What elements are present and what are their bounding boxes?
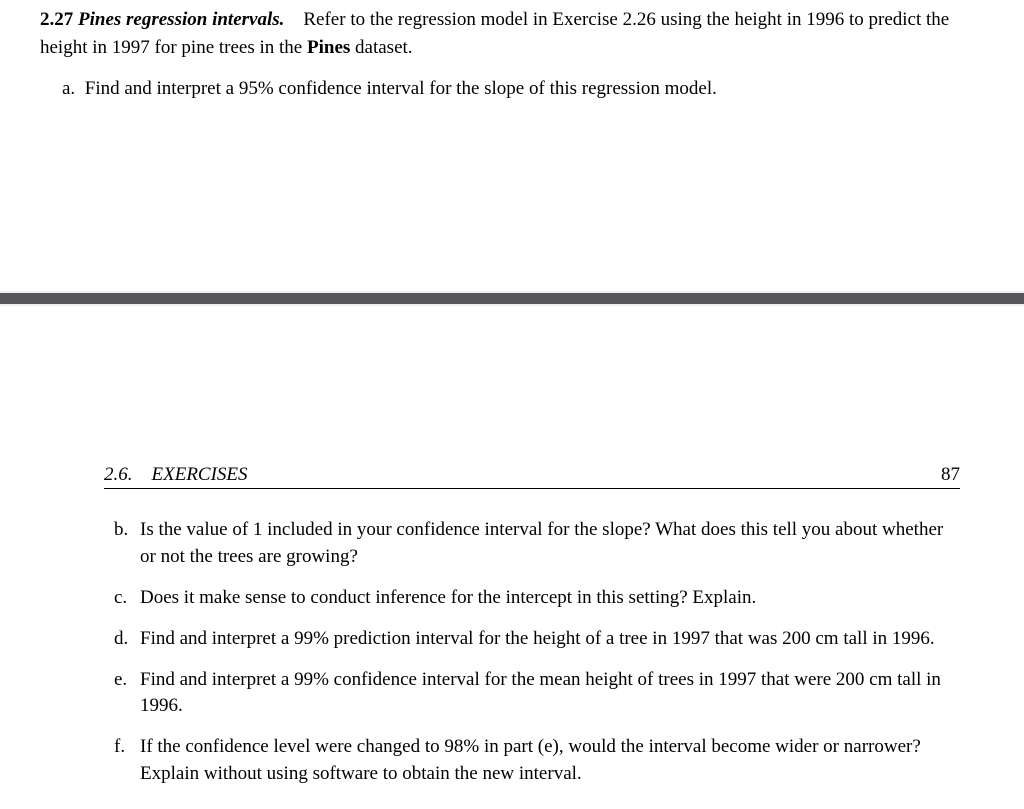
item-marker: b. xyxy=(114,517,140,571)
item-marker: d. xyxy=(114,626,140,653)
dataset-name: Pines xyxy=(307,37,350,58)
running-head: 2.6. EXERCISES 87 xyxy=(104,464,960,489)
exercise-heading: 2.27 Pines regression intervals. Refer t… xyxy=(40,6,984,61)
exercise-item: e.Find and interpret a 99% confidence in… xyxy=(104,667,960,721)
page-divider xyxy=(0,291,1024,306)
item-marker: f. xyxy=(114,734,140,788)
exercise-item: d.Find and interpret a 99% prediction in… xyxy=(104,626,960,653)
exercise-item: b.Is the value of 1 included in your con… xyxy=(104,517,960,571)
section-label: 2.6. EXERCISES xyxy=(104,464,248,486)
item-marker: a. xyxy=(62,75,80,103)
exercise-items: b.Is the value of 1 included in your con… xyxy=(104,517,960,789)
page-number: 87 xyxy=(941,464,960,486)
exercise-2-27-block: 2.27 Pines regression intervals. Refer t… xyxy=(0,0,1024,103)
item-text: If the confidence level were changed to … xyxy=(140,734,960,788)
item-marker: e. xyxy=(114,667,140,721)
item-text: Find and interpret a 99% prediction inte… xyxy=(140,626,960,653)
exercise-intro-2: dataset. xyxy=(350,37,412,58)
item-text: Is the value of 1 included in your confi… xyxy=(140,517,960,571)
exercise-title: Pines regression intervals. xyxy=(78,9,284,30)
item-text: Does it make sense to conduct inference … xyxy=(140,585,960,612)
page-87-block: 2.6. EXERCISES 87 b.Is the value of 1 in… xyxy=(0,306,1024,789)
item-marker: c. xyxy=(114,585,140,612)
item-text: Find and interpret a 99% confidence inte… xyxy=(140,667,960,721)
exercise-number: 2.27 xyxy=(40,9,73,30)
exercise-item: f.If the confidence level were changed t… xyxy=(104,734,960,788)
exercise-item: c.Does it make sense to conduct inferenc… xyxy=(104,585,960,612)
exercise-item-a: a. Find and interpret a 95% confidence i… xyxy=(40,75,984,103)
item-text: Find and interpret a 95% confidence inte… xyxy=(85,78,717,99)
